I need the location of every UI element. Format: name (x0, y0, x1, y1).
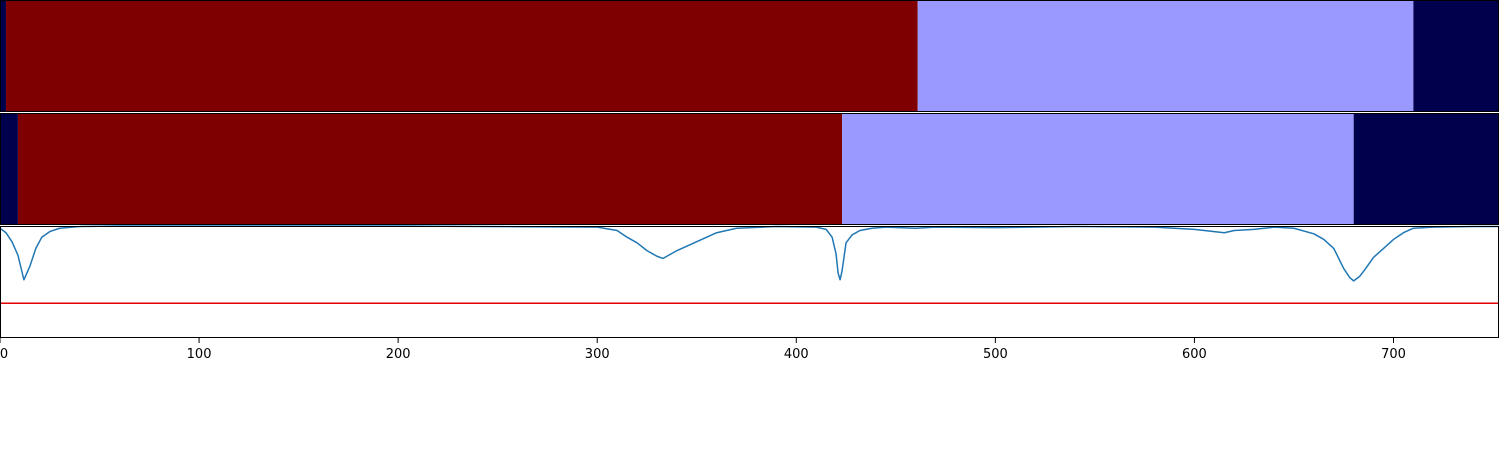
heatmap-segment (17, 113, 843, 225)
series-line (0, 225, 1499, 282)
x-tick-label: 700 (1381, 347, 1406, 362)
heatmap-top-frame (0, 0, 1499, 112)
heatmap-segment (5, 0, 918, 112)
heatmap-segment (1353, 113, 1499, 225)
heatmap-segment (917, 0, 1414, 112)
x-tick-label: 500 (983, 347, 1008, 362)
x-tick-label: 200 (386, 347, 411, 362)
heatmap-segment (0, 0, 6, 112)
x-tick-label: 600 (1182, 347, 1207, 362)
x-axis: 0 100 200 300 400 500 600 700 (0, 338, 1406, 362)
x-tick-label: 400 (784, 347, 809, 362)
heatmap-top (0, 0, 1499, 112)
heatmap-bottom-frame (0, 113, 1499, 225)
x-tick-label: 100 (187, 347, 212, 362)
line-plot-frame (0, 226, 1499, 338)
heatmap-segment (842, 113, 1354, 225)
heatmap-bottom (0, 113, 1499, 225)
heatmap-segment (0, 113, 18, 225)
x-tick-label: 0 (0, 347, 8, 362)
x-tick-label: 300 (585, 347, 610, 362)
line-plot-area (0, 225, 1499, 305)
heatmap-segment (1413, 0, 1499, 112)
